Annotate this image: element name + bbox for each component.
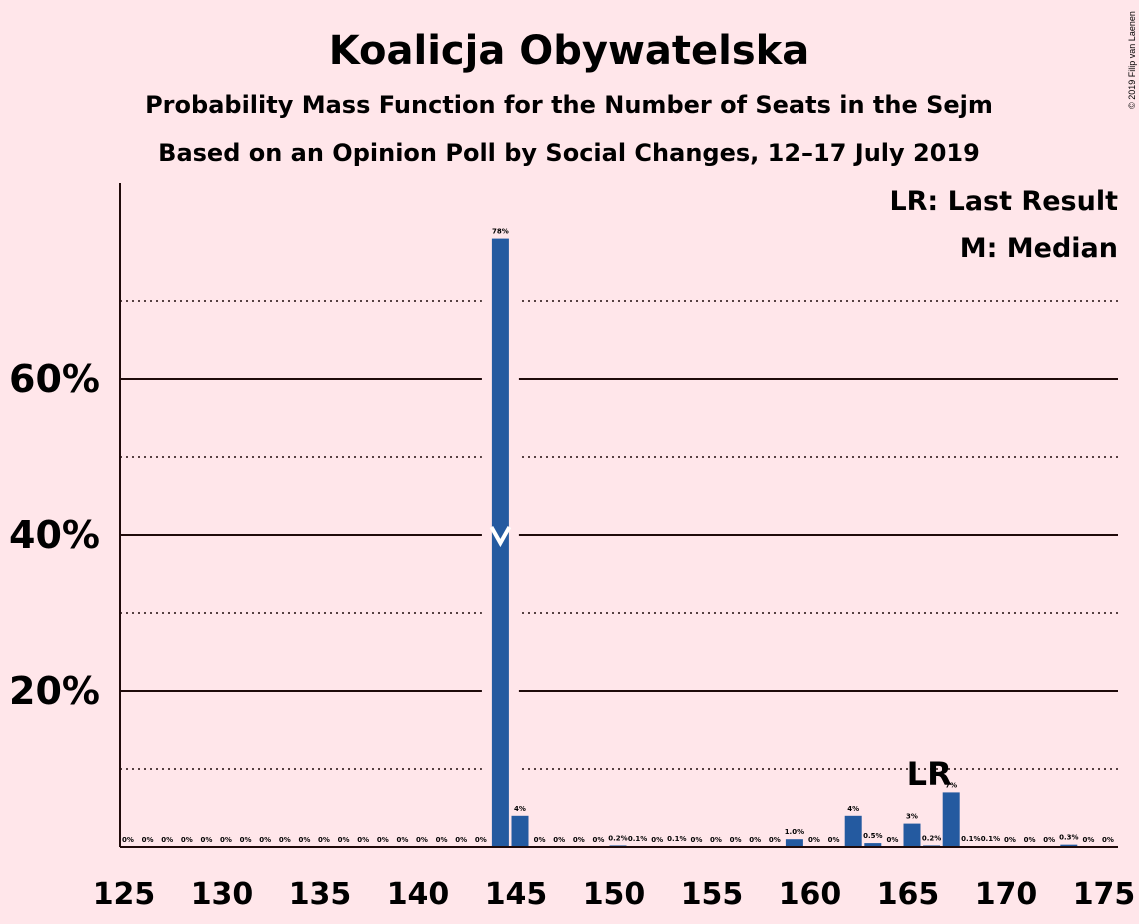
bar [864,843,882,847]
bar [903,823,921,847]
data-label: 0% [828,836,840,844]
chart-subtitle-1: Probability Mass Function for the Number… [145,91,993,119]
x-tick-label: 135 [289,877,352,912]
data-label: 0% [1004,836,1016,844]
y-tick-label: 60% [9,357,100,401]
legend-last-result: LR: Last Result [889,186,1118,217]
data-label: 0% [279,836,291,844]
axes: 20% 40% 60% 125 130 135 140 145 150 155 160 165 170 1… [9,183,1135,912]
data-label: 0% [416,836,428,844]
bar [1060,844,1078,847]
bar [785,839,803,847]
data-label: 0% [534,836,546,844]
x-tick-label: 155 [681,877,744,912]
data-label: 0% [357,836,369,844]
x-tick-label: 160 [779,877,842,912]
data-label: 0% [1082,836,1094,844]
x-tick-label: 175 [1073,877,1136,912]
y-tick-label: 20% [9,669,100,713]
x-tick-label: 150 [583,877,646,912]
data-label: 0% [298,836,310,844]
x-tick-label: 165 [877,877,940,912]
data-label: 0.5% [863,832,882,840]
data-label: 0% [808,836,820,844]
data-label: 0.1% [667,835,686,843]
data-label: 0% [651,836,663,844]
data-label: 0% [240,836,252,844]
bar [511,815,529,847]
copyright-note: © 2019 Filip van Laenen [1127,11,1137,109]
data-label: 0% [710,836,722,844]
x-tick-label: 170 [975,877,1038,912]
x-tick-label: 130 [191,877,254,912]
data-label: 0% [749,836,761,844]
data-label: 0% [475,836,487,844]
data-label: 0% [161,836,173,844]
data-label: 0.1% [961,835,980,843]
last-result-marker: LR [907,755,952,793]
data-label: 3% [906,813,918,821]
bars [481,236,1078,848]
data-label: 0% [122,836,134,844]
data-label: 0% [553,836,565,844]
legend-median: M: Median [960,233,1118,264]
data-label: 4% [847,805,859,813]
data-label: 4% [514,805,526,813]
median-marker [489,526,512,548]
data-label: 0% [769,836,781,844]
data-label: 0% [455,836,467,844]
data-label: 0% [436,836,448,844]
chart-title: Koalicja Obywatelska [329,28,810,74]
data-label: 0.2% [922,834,941,842]
data-label: 0% [220,836,232,844]
data-label: 0% [181,836,193,844]
data-label: 0% [592,836,604,844]
grid-lines [120,300,1118,770]
data-label: 0% [200,836,212,844]
data-label: 1.0% [785,828,804,836]
data-label: 0% [377,836,389,844]
x-tick-label: 145 [485,877,548,912]
data-label: 0% [1024,836,1036,844]
y-tick-label: 40% [9,513,100,557]
data-label: 0% [396,836,408,844]
data-labels: 0% 0% 0% 0% 0% 0% 0% 0% 0% 0% 0% 0% 0% 0% 0% 0% 0% 0% 0% 78… [122,228,1114,844]
data-label: 0% [573,836,585,844]
data-label: 0% [730,836,742,844]
data-label: 0.1% [628,835,647,843]
bar [942,792,960,847]
chart-subtitle-2: Based on an Opinion Poll by Social Chang… [158,139,980,167]
data-label: 78% [492,228,509,236]
data-label: 0% [886,836,898,844]
data-label: 0% [1102,836,1114,844]
data-label: 0.3% [1059,834,1078,842]
data-label: 7% [945,781,957,789]
bar [844,815,862,847]
x-tick-label: 125 [93,877,156,912]
data-label: 0% [1043,836,1055,844]
data-label: 0.2% [608,834,627,842]
data-label: 0% [318,836,330,844]
x-tick-label: 140 [387,877,450,912]
data-label: 0% [690,836,702,844]
data-label: 0% [338,836,350,844]
data-label: 0% [142,836,154,844]
data-label: 0% [259,836,271,844]
data-label: 0.1% [981,835,1000,843]
